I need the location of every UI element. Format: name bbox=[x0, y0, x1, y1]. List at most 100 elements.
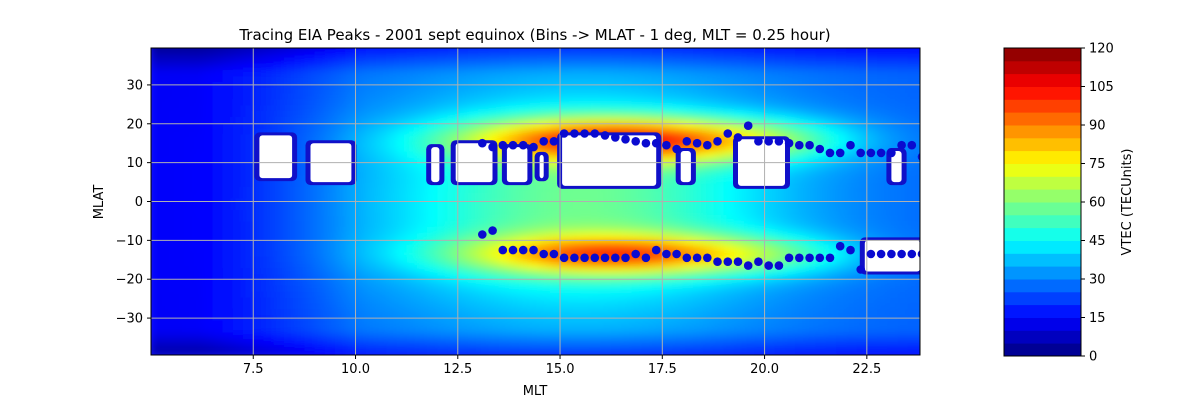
heatmap-cell bbox=[478, 226, 490, 234]
heatmap-cell bbox=[897, 48, 909, 53]
heatmap-cell bbox=[335, 133, 347, 141]
heatmap-cell bbox=[600, 325, 612, 333]
heatmap-cell bbox=[662, 98, 674, 106]
heatmap-cell bbox=[560, 261, 571, 269]
heatmap-cell bbox=[621, 92, 633, 100]
heatmap-cell bbox=[754, 325, 766, 333]
heatmap-cell bbox=[294, 145, 306, 152]
heatmap-cell bbox=[897, 86, 909, 94]
heatmap-cell bbox=[918, 215, 920, 222]
heatmap-cell bbox=[222, 215, 234, 222]
heatmap-cell bbox=[376, 285, 387, 292]
heatmap-cell bbox=[539, 331, 551, 339]
heatmap-cell bbox=[590, 69, 602, 76]
heatmap-cell bbox=[703, 232, 715, 240]
heatmap-cell bbox=[600, 232, 612, 240]
heatmap-cell bbox=[928, 151, 939, 158]
heatmap-cell bbox=[825, 104, 837, 111]
heatmap-cell bbox=[365, 133, 377, 141]
heatmap-cell bbox=[161, 226, 173, 234]
heatmap-cell bbox=[151, 220, 162, 228]
heatmap-cell bbox=[662, 186, 674, 193]
heatmap-cell bbox=[294, 133, 306, 141]
heatmap-cell bbox=[580, 191, 592, 199]
heatmap-cell bbox=[795, 261, 807, 269]
heatmap-cell bbox=[580, 261, 592, 269]
heatmap-cell bbox=[693, 209, 704, 216]
heatmap-cell bbox=[488, 92, 500, 100]
heatmap-cell bbox=[376, 197, 387, 205]
heatmap-cell bbox=[600, 63, 612, 71]
heatmap-cell bbox=[468, 215, 479, 222]
heatmap-cell bbox=[928, 343, 939, 350]
heatmap-cell bbox=[447, 110, 459, 117]
heatmap-cell bbox=[866, 191, 878, 199]
heatmap-cell bbox=[918, 186, 920, 193]
heatmap-cell bbox=[202, 151, 214, 158]
heatmap-cell bbox=[427, 279, 439, 286]
heatmap-cell bbox=[611, 75, 623, 82]
heatmap-cell bbox=[652, 232, 664, 240]
heatmap-cell bbox=[652, 75, 664, 82]
heatmap-cell bbox=[672, 232, 684, 240]
eia-peak-point bbox=[897, 249, 906, 259]
heatmap-cell bbox=[324, 69, 336, 76]
heatmap-cell bbox=[764, 296, 776, 304]
heatmap-cell bbox=[549, 267, 561, 275]
heatmap-cell bbox=[590, 220, 602, 228]
heatmap-cell bbox=[324, 116, 336, 123]
heatmap-cell bbox=[355, 110, 367, 117]
heatmap-cell bbox=[335, 244, 347, 251]
colorbar-tick-label: 45 bbox=[1089, 234, 1106, 249]
heatmap-cell bbox=[457, 290, 469, 298]
heatmap-cell bbox=[386, 255, 398, 263]
heatmap-cell bbox=[877, 116, 889, 123]
eia-peak-point bbox=[488, 142, 497, 152]
heatmap-cell bbox=[171, 92, 183, 100]
heatmap-cell bbox=[335, 51, 347, 59]
heatmap-cell bbox=[416, 238, 428, 245]
heatmap-cell bbox=[539, 267, 551, 275]
heatmap-cell bbox=[621, 308, 633, 315]
heatmap-cell bbox=[457, 261, 469, 269]
heatmap-cell bbox=[836, 331, 848, 339]
heatmap-cell bbox=[795, 232, 807, 240]
heatmap-cell bbox=[498, 197, 510, 205]
heatmap-cell bbox=[294, 296, 306, 304]
heatmap-cell bbox=[478, 273, 490, 280]
heatmap-cell bbox=[416, 209, 428, 216]
heatmap-cell bbox=[693, 75, 704, 82]
heatmap-cell bbox=[406, 226, 418, 234]
heatmap-cell bbox=[468, 98, 479, 106]
heatmap-cell bbox=[345, 273, 357, 280]
heatmap-cell bbox=[662, 302, 674, 310]
heatmap-cell bbox=[693, 238, 704, 245]
heatmap-cell bbox=[631, 261, 643, 269]
heatmap-cell bbox=[212, 325, 224, 333]
heatmap-cell bbox=[324, 63, 336, 71]
heatmap-cell bbox=[529, 191, 541, 199]
heatmap-cell bbox=[907, 349, 919, 355]
heatmap-cell bbox=[590, 343, 602, 350]
heatmap-cell bbox=[488, 349, 500, 355]
heatmap-cell bbox=[641, 290, 653, 298]
heatmap-cell bbox=[151, 337, 162, 345]
heatmap-cell bbox=[427, 273, 439, 280]
heatmap-cell bbox=[498, 86, 510, 94]
heatmap-cell bbox=[181, 343, 193, 350]
heatmap-cell bbox=[662, 203, 674, 210]
heatmap-cell bbox=[744, 51, 756, 59]
heatmap-cell bbox=[498, 285, 510, 292]
heatmap-cell bbox=[918, 48, 920, 53]
heatmap-cell bbox=[427, 203, 439, 210]
heatmap-cell bbox=[836, 285, 848, 292]
heatmap-cell bbox=[600, 308, 612, 315]
heatmap-cell bbox=[662, 337, 674, 345]
y-tick-label: 20 bbox=[126, 117, 143, 132]
heatmap-cell bbox=[825, 174, 837, 181]
heatmap-cell bbox=[243, 86, 254, 94]
eia-peak-point bbox=[488, 226, 497, 235]
heatmap-cell bbox=[815, 191, 827, 199]
heatmap-cell bbox=[457, 186, 469, 193]
heatmap-cell bbox=[795, 209, 807, 216]
